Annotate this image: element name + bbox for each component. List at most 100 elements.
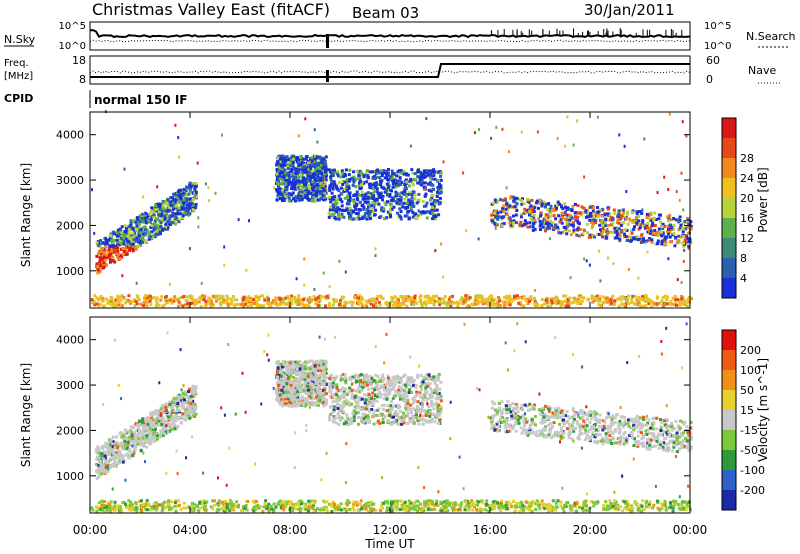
- heatmap-cell: [358, 200, 362, 204]
- heatmap-cell: [175, 404, 179, 408]
- heatmap-cell: [332, 180, 336, 184]
- heatmap-cell: [294, 366, 298, 370]
- heatmap-cell: [384, 171, 388, 175]
- heatmap-cell: [657, 302, 661, 305]
- heatmap-cell: [358, 294, 362, 298]
- heatmap-cell: [309, 396, 313, 400]
- heatmap-cell: [104, 236, 107, 240]
- heatmap-cell: [667, 219, 671, 223]
- cpid-label: CPID: [4, 92, 33, 105]
- heatmap-cell: [502, 210, 506, 213]
- heatmap-cell: [678, 198, 681, 202]
- heatmap-cell: [153, 438, 157, 442]
- heatmap-cell: [490, 219, 494, 223]
- heatmap-cell: [325, 295, 329, 299]
- heatmap-cell: [141, 417, 145, 421]
- heatmap-cell: [631, 220, 635, 224]
- heatmap-cell: [661, 295, 665, 299]
- heatmap-cell: [166, 209, 170, 213]
- heatmap-cell: [138, 421, 142, 425]
- heatmap-cell: [577, 299, 581, 303]
- heatmap-cell: [427, 300, 431, 304]
- heatmap-cell: [172, 201, 175, 205]
- heatmap-cell: [613, 299, 617, 303]
- heatmap-cell: [158, 211, 161, 214]
- heatmap-cell: [191, 385, 195, 389]
- heatmap-cell: [278, 400, 282, 404]
- heatmap-cell: [621, 302, 625, 306]
- heatmap-cell: [642, 239, 646, 243]
- heatmap-cell: [148, 212, 152, 216]
- heatmap-cell: [378, 193, 382, 197]
- heatmap-cell: [248, 298, 252, 302]
- heatmap-cell: [282, 182, 286, 186]
- heatmap-cell: [307, 161, 310, 165]
- heatmap-cell: [449, 304, 453, 308]
- heatmap-cell: [104, 253, 108, 257]
- heatmap-cell: [417, 192, 421, 196]
- heatmap-cell: [528, 221, 532, 225]
- heatmap-cell: [348, 196, 352, 200]
- heatmap-cell: [565, 221, 569, 225]
- heatmap-cell: [580, 205, 584, 209]
- heatmap-cell: [489, 294, 493, 298]
- heatmap-cell: [337, 213, 340, 217]
- heatmap-cell: [169, 203, 173, 207]
- heatmap-cell: [302, 161, 306, 165]
- heatmap-cell: [598, 223, 602, 227]
- heatmap-cell: [167, 205, 171, 209]
- heatmap-cell: [675, 241, 679, 245]
- heatmap-cell: [188, 409, 192, 413]
- heatmap-cell: [432, 302, 436, 306]
- heatmap-cell: [297, 193, 301, 197]
- heatmap-cell: [370, 201, 374, 204]
- heatmap-cell: [654, 218, 658, 221]
- heatmap-cell: [290, 296, 294, 300]
- heatmap-cell: [214, 296, 218, 300]
- heatmap-cell: [181, 191, 185, 195]
- heatmap-cell: [656, 296, 659, 300]
- heatmap-cell: [405, 214, 409, 218]
- heatmap-cell: [509, 297, 513, 301]
- heatmap-cell: [300, 183, 304, 187]
- heatmap-cell: [135, 237, 138, 241]
- heatmap-cell: [347, 184, 351, 188]
- heatmap-cell: [182, 188, 186, 191]
- heatmap-cell: [166, 214, 170, 218]
- heatmap-cell: [517, 197, 521, 201]
- heatmap-cell: [218, 294, 222, 298]
- heatmap-cell: [557, 214, 561, 218]
- heatmap-cell: [548, 297, 551, 301]
- heatmap-cell: [281, 193, 284, 197]
- heatmap-cell: [526, 302, 530, 305]
- heatmap-cell: [377, 171, 381, 175]
- heatmap-cell: [307, 184, 311, 187]
- heatmap-cell: [149, 412, 152, 416]
- heatmap-cell: [298, 196, 302, 200]
- heatmap-cell: [637, 276, 640, 280]
- heatmap-cell: [207, 186, 210, 190]
- heatmap-cell: [289, 180, 293, 184]
- heatmap-cell: [297, 158, 300, 162]
- heatmap-cell: [176, 299, 180, 303]
- heatmap-cell: [534, 201, 538, 205]
- heatmap-cell: [305, 186, 309, 190]
- heatmap-cell: [518, 224, 522, 228]
- heatmap-cell: [682, 241, 685, 245]
- heatmap-cell: [415, 201, 419, 205]
- heatmap-cell: [381, 296, 385, 300]
- heatmap-cell: [360, 181, 364, 185]
- heatmap-cell: [338, 259, 341, 263]
- heatmap-cell: [245, 296, 249, 300]
- heatmap-cell: [589, 221, 593, 225]
- heatmap-cell: [541, 225, 545, 229]
- heatmap-cell: [343, 304, 347, 308]
- heatmap-cell: [613, 226, 617, 230]
- heatmap-cell: [592, 218, 596, 222]
- heatmap-cell: [170, 301, 174, 305]
- heatmap-cell: [286, 167, 290, 171]
- heatmap-cell: [299, 302, 303, 306]
- heatmap-cell: [320, 171, 324, 175]
- heatmap-cell: [424, 294, 428, 298]
- heatmap-cell: [277, 154, 281, 158]
